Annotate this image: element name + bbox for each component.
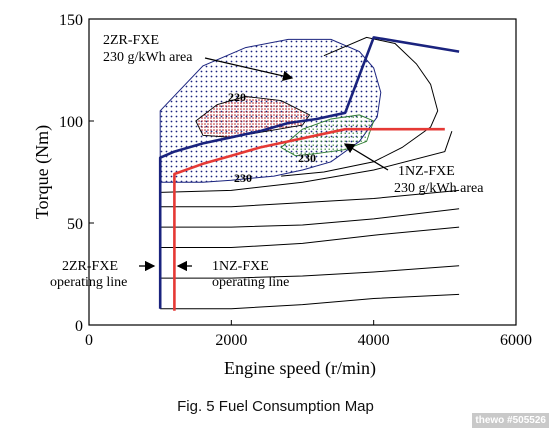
zr-area-arrow	[204, 57, 294, 82]
regions-layer	[159, 38, 382, 183]
zr-area-label-line2: 230 g/kWh area	[103, 50, 193, 65]
figure-caption: Fig. 5 Fuel Consumption Map	[177, 398, 374, 415]
contour-line-4	[160, 208, 460, 228]
x-tick-label-2000: 2000	[215, 332, 247, 349]
nz-area-label-line1: 1NZ-FXE	[398, 164, 455, 179]
watermark: thewo #505526	[472, 413, 549, 428]
zr-area-label-line1: 2ZR-FXE	[103, 33, 159, 48]
y-tick-label-0: 0	[75, 318, 83, 335]
contour-line-7	[281, 36, 439, 177]
series-2zr-fxe-operating-line	[158, 36, 460, 309]
x-tick-label-0: 0	[85, 332, 93, 349]
series-layer	[158, 36, 460, 311]
contour-label-230-b: 230	[234, 171, 252, 185]
fuel-consumption-chart: 0 2000 4000 6000 0 50 100 150 Engine speed (r/m…	[32, 12, 532, 379]
y-axis-label: Torque (Nm)	[32, 125, 53, 219]
contour-line-5	[160, 189, 460, 208]
contour-label-230-a: 230	[298, 151, 316, 165]
series-1nz-fxe-operating-line	[173, 127, 445, 311]
contours-layer	[160, 36, 460, 310]
zr-line-label-line1: 2ZR-FXE	[62, 259, 118, 274]
nz-line-label-line1: 1NZ-FXE	[212, 259, 269, 274]
contour-line-1	[160, 293, 460, 310]
contour-label-220: 220	[228, 90, 246, 104]
plot-frame	[88, 18, 517, 326]
contour-line-3	[160, 226, 460, 248]
zr-line-label-line2: operating line	[50, 275, 127, 290]
nz-area-label-line2: 230 g/kWh area	[394, 181, 484, 196]
ticks-layer: 0 2000 4000 6000 0 50 100 150	[59, 12, 532, 349]
nz-area-arrow	[343, 143, 389, 171]
x-axis-label: Engine speed (r/min)	[224, 358, 376, 379]
y-tick-label-50: 50	[67, 216, 83, 233]
x-tick-label-6000: 6000	[500, 332, 532, 349]
contour-line-2	[160, 265, 460, 279]
contour-line-6	[160, 131, 453, 193]
x-tick-label-4000: 4000	[358, 332, 390, 349]
nz-line-label-line2: operating line	[212, 275, 289, 290]
y-tick-label-150: 150	[59, 12, 83, 29]
y-tick-label-100: 100	[59, 114, 83, 131]
